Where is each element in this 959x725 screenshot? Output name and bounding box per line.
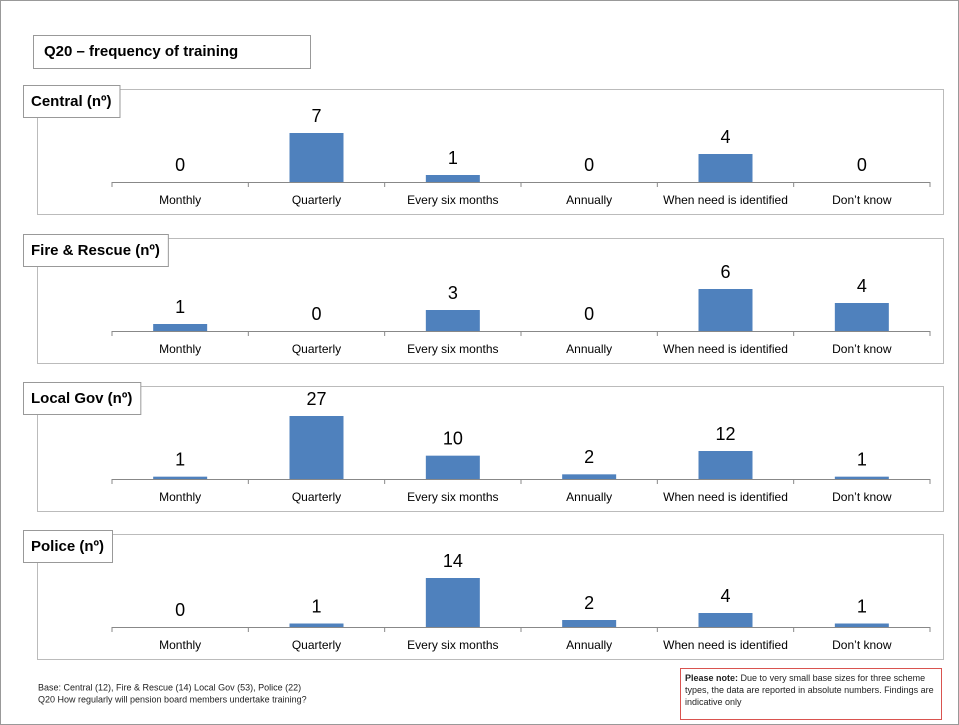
data-label: 1 xyxy=(311,596,321,616)
chart-title: Local Gov (nº) xyxy=(31,390,132,407)
x-tick-label: Don’t know xyxy=(832,342,892,356)
x-tick-label: When need is identified xyxy=(663,342,788,356)
data-label: 6 xyxy=(720,262,730,282)
chart-title-box xyxy=(23,530,113,563)
chart-title: Fire & Rescue (nº) xyxy=(31,242,160,259)
data-label: 1 xyxy=(857,449,867,469)
x-tick-label: Quarterly xyxy=(292,342,341,356)
base-note: Base: Central (12), Fire & Rescue (14) L… xyxy=(38,682,301,692)
x-tick-label: Every six months xyxy=(407,490,498,504)
bar xyxy=(834,303,889,331)
x-tick-label: When need is identified xyxy=(663,490,788,504)
data-label: 0 xyxy=(584,304,594,324)
please-note-text: Due to very small base sizes for three s… xyxy=(685,673,934,707)
chart-title: Police (nº) xyxy=(31,538,104,555)
data-label: 27 xyxy=(306,389,326,409)
x-tick-label: Monthly xyxy=(159,638,201,652)
chart-panel xyxy=(37,386,944,512)
x-tick-label: Don’t know xyxy=(832,193,892,207)
bar xyxy=(834,623,889,627)
x-tick-label: Monthly xyxy=(159,490,201,504)
bar xyxy=(289,133,344,182)
bar xyxy=(289,623,344,627)
question-note: Q20 How regularly will pension board mem… xyxy=(38,694,307,704)
bar xyxy=(562,474,617,479)
chart-title-box xyxy=(23,234,169,267)
title-box xyxy=(33,35,311,69)
x-tick-label: Quarterly xyxy=(292,193,341,207)
bar xyxy=(698,451,753,479)
data-label: 0 xyxy=(175,155,185,175)
data-label: 2 xyxy=(584,447,594,467)
chart-title-box xyxy=(23,382,142,415)
bar xyxy=(698,289,753,331)
data-label: 0 xyxy=(857,155,867,175)
x-tick-label: Every six months xyxy=(407,638,498,652)
chart-panel xyxy=(37,89,944,215)
please-note-label: Please note: xyxy=(685,673,739,683)
chart-panel xyxy=(37,534,944,660)
data-label: 0 xyxy=(584,155,594,175)
data-label: 12 xyxy=(715,424,735,444)
data-label: 4 xyxy=(720,586,730,606)
x-tick-label: Annually xyxy=(566,193,612,207)
bar xyxy=(698,154,753,182)
x-tick-label: Don’t know xyxy=(832,490,892,504)
data-label: 2 xyxy=(584,593,594,613)
data-label: 0 xyxy=(311,304,321,324)
slide-title: Q20 – frequency of training xyxy=(44,43,238,60)
data-label: 7 xyxy=(311,106,321,126)
x-tick-label: When need is identified xyxy=(663,193,788,207)
data-label: 1 xyxy=(857,596,867,616)
data-label: 4 xyxy=(857,276,867,296)
data-label: 10 xyxy=(443,428,463,448)
x-tick-label: Every six months xyxy=(407,193,498,207)
bar xyxy=(562,620,617,627)
bar xyxy=(425,175,480,182)
x-tick-label: When need is identified xyxy=(663,638,788,652)
bar xyxy=(425,310,480,331)
bar xyxy=(834,476,889,479)
x-tick-label: Don’t know xyxy=(832,638,892,652)
data-label: 14 xyxy=(443,551,463,571)
bar xyxy=(425,578,480,627)
chart-title: Central (nº) xyxy=(31,93,111,110)
please-note-box: Please note: Due to very small base size… xyxy=(680,668,942,720)
bar xyxy=(425,455,480,479)
data-label: 3 xyxy=(448,283,458,303)
data-label: 4 xyxy=(720,127,730,147)
bar xyxy=(698,613,753,627)
x-tick-label: Monthly xyxy=(159,342,201,356)
x-tick-label: Monthly xyxy=(159,193,201,207)
x-tick-label: Quarterly xyxy=(292,638,341,652)
bar xyxy=(153,476,208,479)
data-label: 1 xyxy=(448,148,458,168)
bar xyxy=(153,324,208,331)
data-label: 0 xyxy=(175,600,185,620)
chart-panel xyxy=(37,238,944,364)
x-tick-label: Quarterly xyxy=(292,490,341,504)
data-label: 1 xyxy=(175,449,185,469)
chart-title-box xyxy=(23,85,121,118)
x-tick-label: Annually xyxy=(566,638,612,652)
x-tick-label: Every six months xyxy=(407,342,498,356)
x-tick-label: Annually xyxy=(566,342,612,356)
bar xyxy=(289,416,344,479)
x-tick-label: Annually xyxy=(566,490,612,504)
data-label: 1 xyxy=(175,297,185,317)
